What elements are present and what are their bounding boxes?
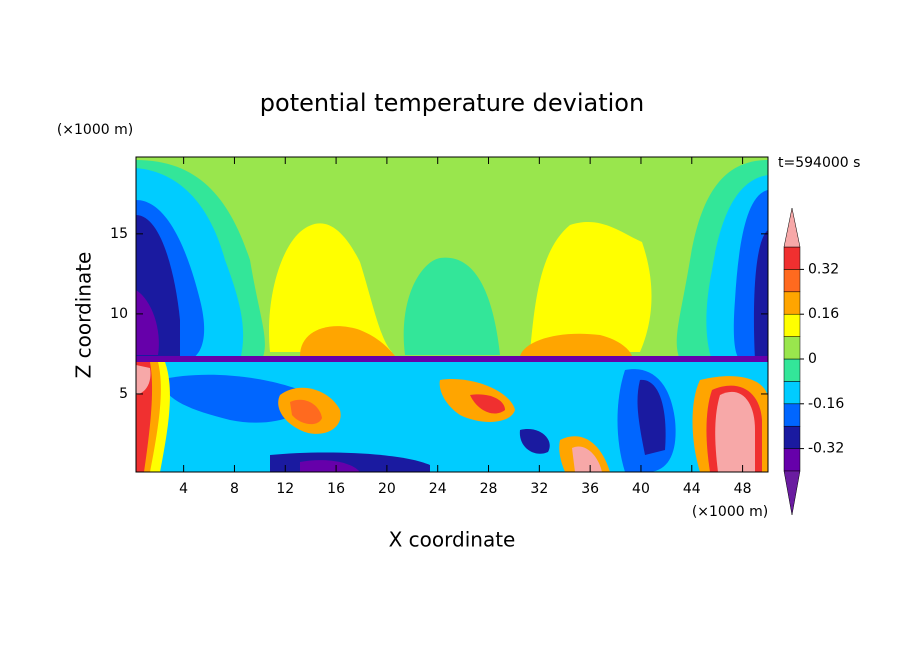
colorbar-tick-label: -0.32 — [808, 441, 844, 457]
colorbar-bin — [783, 358, 801, 382]
x-axis-label: X coordinate — [389, 528, 516, 552]
x-tick-label: 20 — [378, 481, 396, 497]
x-tick-label: 32 — [530, 481, 548, 497]
colorbar-bin — [783, 448, 801, 472]
x-tick-label: 24 — [429, 481, 447, 497]
annotation: t=594000 s — [778, 155, 860, 171]
y-unit: (×1000 m) — [57, 122, 133, 138]
x-tick-label: 8 — [230, 481, 239, 497]
colorbar-tick-label: 0.16 — [808, 306, 839, 322]
x-tick-label: 36 — [581, 481, 599, 497]
colorbar-bin — [783, 291, 801, 315]
colorbar-tick-label: 0.32 — [808, 261, 839, 277]
y-tick-label: 10 — [110, 306, 128, 322]
colorbar-tick-label: -0.16 — [808, 396, 844, 412]
x-tick-label: 48 — [734, 481, 752, 497]
colorbar-bin — [783, 336, 801, 360]
colorbar-over — [783, 207, 801, 248]
y-tick-label: 15 — [110, 226, 128, 242]
colorbar-bin — [783, 381, 801, 405]
colorbar-under — [783, 470, 801, 516]
y-tick-label: 5 — [119, 386, 128, 402]
plot-frame — [135, 156, 769, 473]
x-tick-label: 40 — [632, 481, 650, 497]
colorbar-bin — [783, 269, 801, 293]
colorbar-bin — [783, 425, 801, 449]
chart-title: potential temperature deviation — [260, 89, 644, 117]
colorbar-tick-label: 0 — [808, 351, 817, 367]
contour-field — [136, 157, 768, 472]
x-tick-label: 4 — [179, 481, 188, 497]
x-tick-label: 12 — [276, 481, 294, 497]
y-axis-label: Z coordinate — [72, 252, 96, 379]
x-tick-label: 16 — [327, 481, 345, 497]
colorbar-bin — [783, 246, 801, 270]
x-tick-label: 28 — [480, 481, 498, 497]
x-tick-label: 44 — [683, 481, 701, 497]
x-unit: (×1000 m) — [692, 504, 768, 520]
colorbar-bin — [783, 403, 801, 427]
colorbar-bin — [783, 313, 801, 337]
